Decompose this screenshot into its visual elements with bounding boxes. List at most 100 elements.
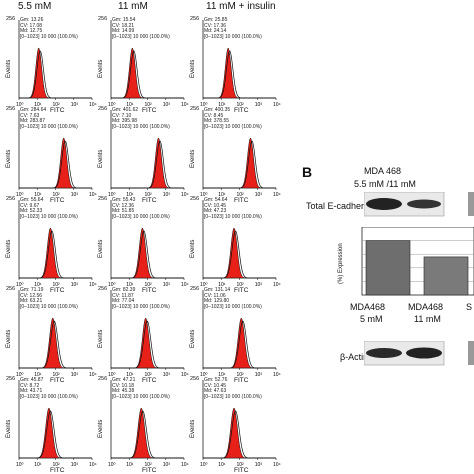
- x-tick-label: 10⁰: [16, 192, 24, 198]
- stat-gm: 400.35: [214, 107, 231, 113]
- y-max-tick: 256: [6, 376, 16, 382]
- stat-gm: 55.64: [30, 197, 44, 203]
- panel-b-subtitle: 5.5 mM /11 mM: [354, 179, 416, 189]
- stat-cv: 11.87: [121, 292, 134, 299]
- stat-md: 12.75: [29, 28, 43, 35]
- y-max-tick: 256: [190, 106, 200, 112]
- stat-gate: [0–1023] 10 000 (100.0%): [112, 33, 170, 40]
- bar-1-condition: 5 mM: [360, 314, 383, 324]
- x-tick-label: 10¹: [218, 372, 226, 378]
- x-tick-label: 10⁴: [273, 192, 281, 198]
- histogram-panel: 256 Events Gm: 55.43 CV: 12.36 Md: 51.85 [0–1…: [98, 196, 189, 294]
- stat-md: 51.85: [121, 208, 135, 215]
- x-tick-label: 10⁰: [200, 192, 208, 198]
- x-tick-label: 10³: [255, 372, 263, 378]
- x-tick-label: 10²: [53, 192, 61, 198]
- histogram-panel: 256 Events Gm: 55.64 CV: 9.67 Md: 52.33 [0–10…: [6, 196, 97, 294]
- stat-md: 395.98: [121, 118, 138, 125]
- x-tick-label: 10³: [255, 282, 263, 288]
- x-tick-label: 10²: [145, 102, 153, 108]
- x-tick-label: 10⁰: [108, 282, 116, 288]
- stat-gate: [0–1023] 10 000 (100.0%): [204, 213, 262, 220]
- x-tick-label: 10⁰: [16, 282, 24, 288]
- histogram-panel: 256 Events Gm: 13.26 CV: 17.08 Md: 12.75 [0–1…: [6, 16, 97, 114]
- y-max-tick: 256: [190, 376, 200, 382]
- histogram-overlay-line: [19, 230, 92, 279]
- x-tick-label: 10³: [163, 282, 171, 288]
- y-max-tick: 256: [98, 376, 108, 382]
- x-tick-label: 10⁴: [273, 462, 281, 468]
- histogram-fill: [111, 47, 184, 99]
- histogram-plot: 10⁰ 10¹ 10² 10³ 10⁴: [200, 290, 281, 378]
- x-tick-label: 10³: [71, 372, 79, 378]
- x-tick-label: 10⁴: [181, 102, 189, 108]
- x-axis-label: FITC: [142, 287, 157, 294]
- y-max-tick: 256: [190, 196, 200, 202]
- gate-statistics: Gm: 13.26 CV: 17.08 Md: 12.75 [0–1023] 10 0…: [20, 17, 78, 40]
- gate-statistics: Gm: 52.76 CV: 10.45 Md: 47.63 [0–1023] 10 0…: [204, 377, 262, 400]
- histogram-fill: [203, 317, 276, 369]
- plot-axes: [18, 110, 92, 189]
- stat-cv: 9.67: [29, 202, 40, 209]
- x-tick-label: 10⁰: [16, 462, 24, 468]
- stat-md: 129.80: [213, 298, 230, 305]
- x-tick-label: 10²: [145, 192, 153, 198]
- stat-cv: 10.18: [121, 382, 135, 389]
- expression-bar: [365, 240, 411, 296]
- histogram-overlay-line: [111, 140, 184, 189]
- x-tick-label: 10²: [145, 372, 153, 378]
- bar-1-name: MDA468: [350, 302, 386, 312]
- stat-cv: 12.56: [29, 292, 43, 299]
- y-max-tick: 256: [98, 286, 108, 292]
- plot-axes: [18, 380, 92, 459]
- bar-2-name: MDA468: [408, 302, 444, 312]
- histogram-overlay-line: [111, 320, 184, 369]
- x-tick-label: 10⁰: [16, 372, 24, 378]
- histogram-plot: 10⁰ 10¹ 10² 10³ 10⁴: [108, 290, 189, 378]
- stat-gm: 25.85: [214, 17, 228, 23]
- expression-axis-label: (%) Expression: [338, 243, 344, 284]
- plot-axes: [202, 110, 276, 189]
- histogram-panel: 256 Events Gm: 401.62 CV: 7.10 Md: 395.98 [0–…: [98, 106, 189, 204]
- stat-md: 47.63: [213, 388, 227, 395]
- histogram-overlay-line: [111, 50, 184, 99]
- panel-b-title: MDA 468: [364, 166, 402, 176]
- x-tick-label: 10²: [53, 282, 61, 288]
- plot-axes: [110, 20, 184, 99]
- histogram-fill: [19, 407, 92, 459]
- x-tick-label: 10¹: [34, 462, 42, 468]
- stat-md: 24.14: [213, 28, 227, 35]
- stat-md: 77.04: [121, 298, 135, 305]
- stat-cv: 7.10: [121, 112, 132, 119]
- stat-md: 52.33: [29, 208, 43, 215]
- x-tick-label: 10⁴: [89, 372, 97, 378]
- histogram-overlay-line: [203, 410, 276, 459]
- x-tick-label: 10⁰: [108, 462, 116, 468]
- x-tick-label: 10²: [237, 282, 245, 288]
- histogram-fill: [19, 47, 92, 99]
- stat-gm: 55.43: [122, 197, 136, 203]
- x-tick-label: 10¹: [126, 192, 134, 198]
- x-tick-label: 10¹: [126, 282, 134, 288]
- stat-gm: 47.21: [122, 377, 136, 383]
- histogram-plot: 10⁰ 10¹ 10² 10³ 10⁴: [200, 200, 281, 288]
- stat-cv: 11.06: [213, 292, 226, 299]
- stat-md: 43.71: [29, 388, 43, 395]
- histogram-panel: 256 Events Gm: 54.64 CV: 10.45 Md: 47.23 [0–1…: [190, 196, 281, 294]
- x-tick-label: 10⁰: [200, 282, 208, 288]
- histogram-plot: 10⁰ 10¹ 10² 10³ 10⁴: [16, 200, 97, 288]
- stat-cv: 12.36: [121, 202, 135, 209]
- x-tick-label: 10¹: [34, 372, 42, 378]
- stat-gate: [0–1023] 10 000 (100.0%): [204, 393, 262, 400]
- y-max-tick: 256: [98, 16, 108, 22]
- stat-md: 14.99: [121, 28, 135, 35]
- gate-statistics: Gm: 47.21 CV: 10.18 Md: 45.38 [0–1023] 10 0…: [112, 377, 170, 400]
- x-tick-label: 10³: [163, 372, 171, 378]
- histogram-plot: 10⁰ 10¹ 10² 10³ 10⁴: [200, 380, 281, 468]
- x-tick-label: 10²: [237, 192, 245, 198]
- histogram-overlay-line: [203, 320, 276, 369]
- x-tick-label: 10²: [53, 102, 61, 108]
- x-tick-label: 10²: [145, 462, 153, 468]
- x-tick-label: 10⁴: [181, 282, 189, 288]
- gate-statistics: Gm: 401.62 CV: 7.10 Md: 395.98 [0–1023] 10 …: [112, 107, 170, 130]
